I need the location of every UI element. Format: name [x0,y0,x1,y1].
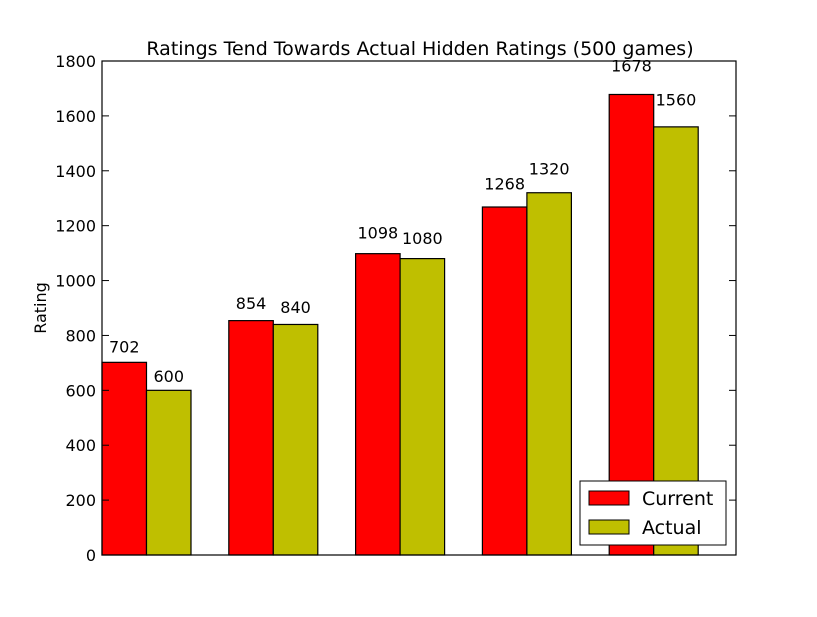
value-label-actual-4: 1560 [656,90,697,109]
value-label-actual-3: 1320 [529,160,570,179]
y-tick-label-6: 1200 [55,217,96,236]
bar-current-0 [101,361,148,556]
legend-swatch-actual [588,519,630,535]
value-label-actual-0: 600 [153,367,184,386]
legend-label-actual: Actual [642,517,702,539]
bar-actual-0 [145,389,192,556]
y-tick-label-2: 400 [65,436,96,455]
value-label-actual-2: 1080 [402,229,443,248]
y-axis-label: Rating [31,282,50,334]
y-tick-label-4: 800 [65,326,96,345]
value-label-actual-1: 840 [280,298,311,317]
axes-layer: 0 200 400 600 800 1000 1200 1400 1600 1800 [55,52,737,565]
y-tick-label-9: 1800 [55,52,96,71]
bar-current-2 [355,253,401,556]
bar-actual-1 [272,323,319,556]
plot-frame [101,60,737,556]
value-label-current-0: 702 [109,338,140,357]
bar-actual-3 [526,192,573,556]
bar-current-4 [608,93,655,556]
bar-current-1 [228,320,274,556]
legend-label-current: Current [642,488,713,510]
bars-layer [101,93,699,556]
legend: Current Actual [579,480,727,546]
value-label-current-3: 1268 [484,175,525,194]
y-tick-label-1: 200 [65,491,96,510]
bar-current-3 [481,206,528,556]
y-tick-label-7: 1400 [55,162,96,181]
value-label-current-4: 1678 [611,56,652,75]
bar-actual-2 [399,258,446,556]
legend-swatch-current [588,490,630,506]
y-tick-label-8: 1600 [55,107,96,126]
value-label-current-1: 854 [236,294,267,313]
value-label-current-2: 1098 [357,224,398,243]
y-tick-label-0: 0 [86,546,96,565]
value-labels-layer: 702 854 1098 1268 1678 600 840 1080 1320 1560 [109,56,696,386]
chart-title: Ratings Tend Towards Actual Hidden Ratin… [146,38,693,60]
y-tick-label-3: 600 [65,381,96,400]
y-tick-label-5: 1000 [55,272,96,291]
